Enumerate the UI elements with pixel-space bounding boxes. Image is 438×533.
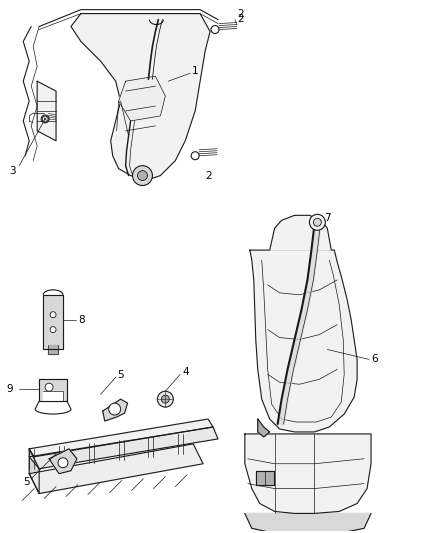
Circle shape [211, 26, 219, 34]
Circle shape [50, 327, 56, 333]
Polygon shape [258, 419, 270, 437]
Circle shape [133, 166, 152, 185]
Polygon shape [48, 344, 58, 354]
Text: 3: 3 [9, 166, 16, 175]
Circle shape [138, 171, 148, 181]
Polygon shape [43, 295, 63, 350]
Circle shape [45, 383, 53, 391]
Text: 8: 8 [78, 314, 85, 325]
Circle shape [109, 403, 120, 415]
Polygon shape [256, 471, 274, 484]
Circle shape [314, 219, 321, 226]
Text: 4: 4 [182, 367, 189, 377]
Text: 9: 9 [7, 384, 13, 394]
Text: 5: 5 [23, 477, 30, 487]
Polygon shape [245, 434, 371, 513]
Text: 1: 1 [192, 66, 199, 76]
Circle shape [50, 312, 56, 318]
Circle shape [191, 152, 199, 160]
Polygon shape [270, 215, 331, 250]
Text: 2: 2 [237, 9, 244, 19]
Circle shape [157, 391, 173, 407]
Text: 2: 2 [205, 171, 212, 181]
Polygon shape [29, 444, 203, 494]
Polygon shape [103, 399, 127, 421]
Circle shape [58, 458, 68, 468]
Polygon shape [245, 513, 371, 533]
Circle shape [309, 214, 325, 230]
Polygon shape [29, 427, 218, 469]
Circle shape [41, 115, 49, 123]
Polygon shape [29, 449, 39, 494]
Polygon shape [119, 76, 165, 121]
Polygon shape [37, 81, 56, 141]
Polygon shape [49, 449, 77, 474]
Polygon shape [71, 14, 210, 181]
Polygon shape [43, 391, 63, 401]
Text: 7: 7 [324, 213, 331, 223]
Polygon shape [39, 379, 67, 401]
Circle shape [42, 116, 48, 122]
Polygon shape [29, 419, 213, 457]
Circle shape [161, 395, 170, 403]
Text: 2: 2 [237, 13, 244, 23]
Text: 5: 5 [118, 370, 124, 381]
Text: 6: 6 [371, 354, 378, 365]
Polygon shape [250, 250, 357, 432]
